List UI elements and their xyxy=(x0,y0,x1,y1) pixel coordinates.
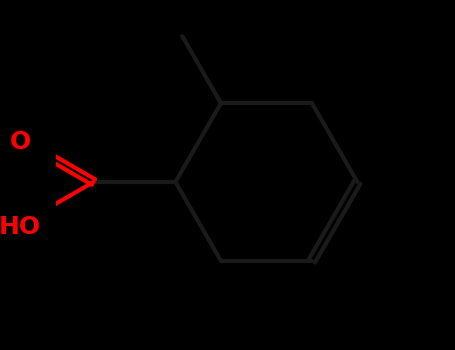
Text: O: O xyxy=(10,130,31,154)
Text: HO: HO xyxy=(0,215,40,239)
